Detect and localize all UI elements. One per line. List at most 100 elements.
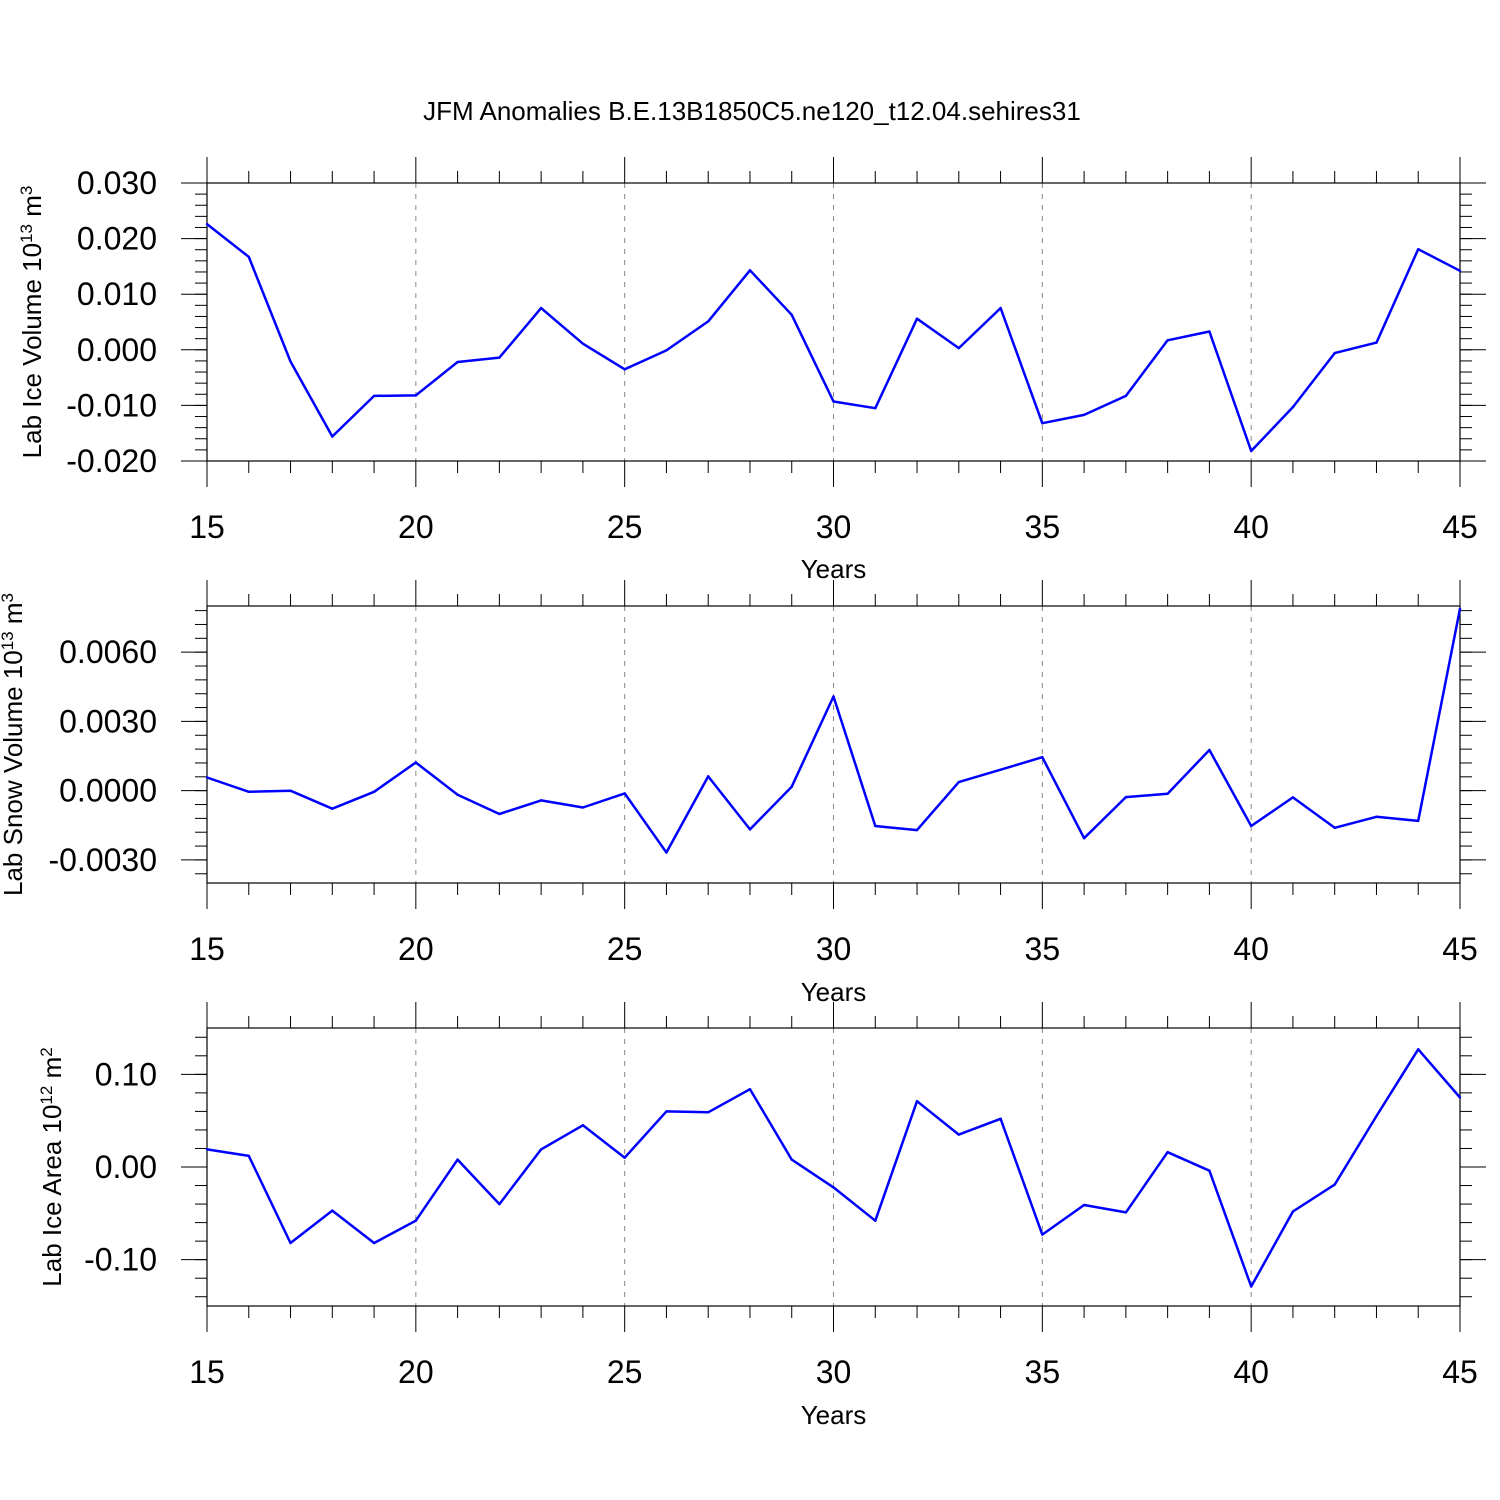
x-axis-label: Years — [801, 554, 867, 584]
data-point — [790, 1158, 793, 1161]
data-point — [832, 400, 835, 403]
x-tick-label: 35 — [1025, 1354, 1061, 1390]
x-tick-label: 45 — [1442, 1354, 1478, 1390]
data-point — [1375, 1114, 1378, 1118]
data-point — [1124, 394, 1128, 398]
data-point — [623, 792, 626, 795]
y-tick-label: 0.0030 — [59, 703, 157, 739]
data-point — [1166, 1150, 1169, 1154]
data-point — [1291, 1210, 1295, 1213]
x-tick-label: 45 — [1442, 931, 1478, 967]
x-tick-label: 20 — [398, 931, 434, 967]
data-point — [957, 346, 960, 350]
data-point — [498, 812, 501, 816]
data-point — [372, 394, 376, 398]
x-tick-label: 25 — [607, 509, 643, 545]
data-point — [874, 406, 877, 410]
data-point — [247, 790, 250, 794]
data-point — [1082, 1203, 1086, 1207]
data-point — [790, 785, 793, 788]
data-point — [498, 1202, 501, 1206]
data-point — [414, 1219, 418, 1222]
data-point — [581, 806, 585, 809]
x-tick-label: 30 — [816, 1354, 852, 1390]
data-point — [372, 790, 376, 794]
data-point — [289, 360, 292, 363]
data-point — [1333, 351, 1336, 355]
panel-1: 15 20 25 30 35 40 45 0.030 0.020 0.010 0.000 -0.010… — [17, 157, 1486, 584]
data-point — [915, 317, 919, 320]
y-tick-label: 0.00 — [95, 1149, 157, 1185]
x-tick-label: 40 — [1233, 509, 1269, 545]
y-tick-label: -0.0030 — [48, 842, 157, 878]
data-point — [1166, 339, 1169, 342]
data-point — [1208, 748, 1211, 752]
data-point — [1041, 421, 1044, 425]
data-point — [1249, 449, 1253, 453]
data-point — [1458, 607, 1462, 610]
data-point — [205, 776, 209, 779]
data-point — [539, 799, 543, 802]
y-label-exponent: 13 — [0, 631, 17, 650]
data-point — [1375, 341, 1378, 344]
data-point — [1082, 837, 1086, 840]
data-point — [539, 306, 543, 310]
y-tick-label: -0.010 — [66, 387, 157, 423]
y-axis-label: Lab Snow Volume 1013 m3 — [0, 593, 28, 896]
data-point — [1375, 815, 1378, 818]
data-point — [707, 320, 710, 323]
y-label-unit-exponent: 3 — [17, 186, 36, 195]
x-tick-label: 40 — [1233, 931, 1269, 967]
data-point — [874, 1219, 877, 1222]
data-point — [999, 306, 1002, 310]
data-point — [1041, 755, 1044, 759]
data-point — [665, 851, 668, 854]
x-tick-label: 35 — [1025, 931, 1061, 967]
x-tick-label: 25 — [607, 931, 643, 967]
data-point — [748, 269, 752, 272]
x-axis-label: Years — [801, 1400, 867, 1430]
y-tick-label: 0.000 — [77, 332, 157, 368]
x-tick-label: 30 — [816, 931, 852, 967]
data-point — [1333, 826, 1336, 830]
data-point — [623, 368, 626, 371]
x-tick-label: 35 — [1025, 509, 1061, 545]
data-point — [623, 1156, 626, 1159]
chart-title: JFM Anomalies B.E.13B1850C5.ne120_t12.04… — [423, 96, 1081, 126]
data-point — [414, 394, 418, 397]
data-point — [957, 1133, 960, 1136]
data-point — [1208, 330, 1211, 333]
data-point — [665, 1110, 668, 1113]
panel-3: 15 20 25 30 35 40 45 0.10 0.00 -0.10 Years Lab Ice … — [37, 1002, 1486, 1430]
data-point — [999, 768, 1002, 771]
y-label-exponent: 12 — [37, 1086, 56, 1105]
data-point — [331, 807, 334, 810]
data-point — [999, 1117, 1002, 1121]
data-point — [1291, 405, 1295, 409]
y-label-unit-exponent: 3 — [0, 593, 17, 602]
data-point — [1041, 1233, 1044, 1236]
x-tick-label: 20 — [398, 509, 434, 545]
data-point — [1417, 1048, 1420, 1051]
y-label-main: Lab Ice Volume 10 — [17, 243, 47, 458]
x-tick-label: 45 — [1442, 509, 1478, 545]
data-point — [331, 435, 334, 438]
y-axis-label: Lab Ice Volume 1013 m3 — [17, 186, 48, 459]
data-point — [832, 695, 835, 698]
data-point — [874, 824, 877, 828]
x-tick-label: 30 — [816, 509, 852, 545]
data-point — [581, 1124, 585, 1127]
y-tick-label: 0.030 — [77, 165, 157, 201]
x-tick-label: 15 — [189, 931, 225, 967]
data-point — [289, 789, 292, 792]
y-label-main: Lab Snow Volume 10 — [0, 650, 28, 896]
data-point — [1249, 824, 1253, 828]
y-tick-label: -0.10 — [84, 1242, 157, 1278]
data-point — [247, 255, 250, 259]
y-tick-label: 0.020 — [77, 221, 157, 257]
x-tick-label: 15 — [189, 1354, 225, 1390]
data-point — [1208, 1169, 1211, 1172]
data-point — [665, 349, 668, 352]
data-point — [707, 775, 710, 778]
